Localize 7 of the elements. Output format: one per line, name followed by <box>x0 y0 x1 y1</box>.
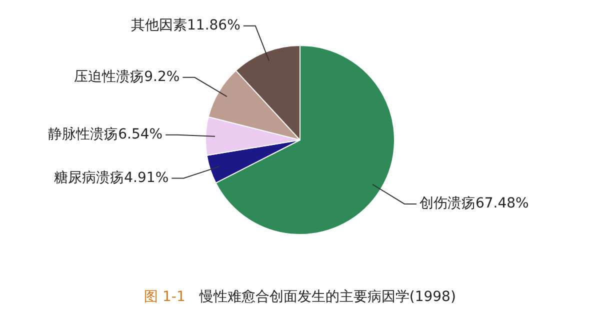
slice-label: 创伤溃疡67.48% <box>419 196 529 212</box>
slice-label: 静脉性溃疡6.54% <box>48 126 163 143</box>
slice-label: 糖尿病溃疡4.91% <box>54 170 169 186</box>
slice-label: 其他因素11.86% <box>131 18 240 34</box>
slice-label: 压迫性溃疡9.2% <box>74 69 180 86</box>
text: 慢性难愈合创面发生的主要病因学(1998) <box>199 289 456 305</box>
caption: 图 1-1 <box>144 289 186 305</box>
